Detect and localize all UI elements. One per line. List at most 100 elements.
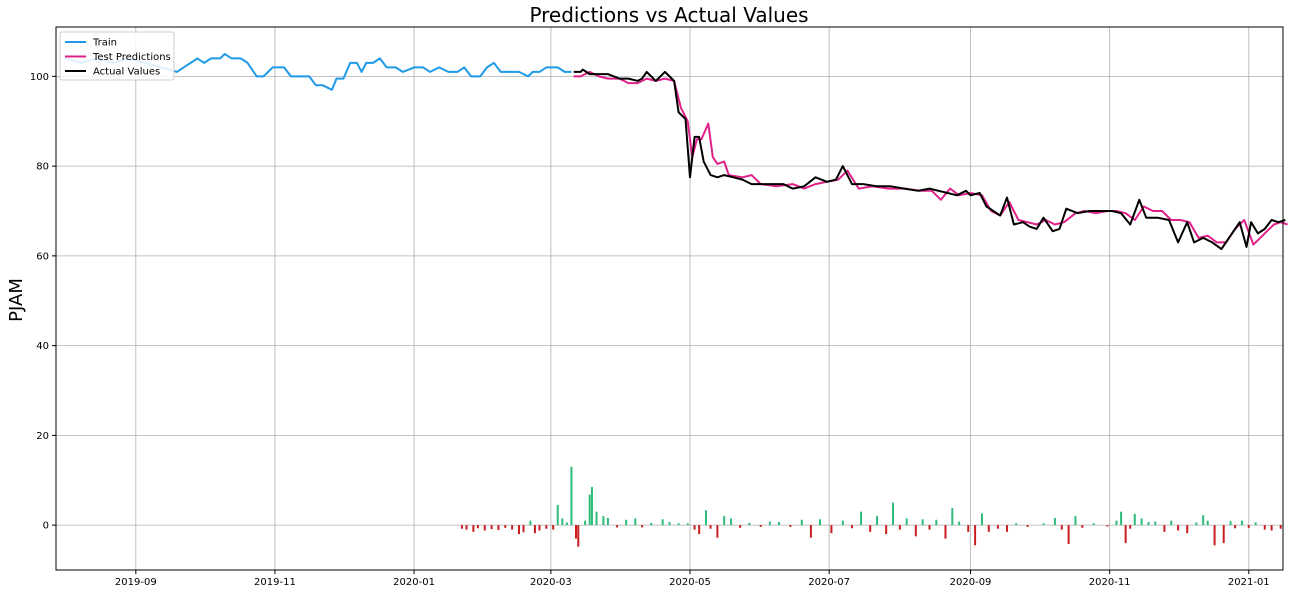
residual-bar	[1053, 517, 1056, 526]
plot-frame	[55, 26, 1284, 571]
residual-bar	[1124, 525, 1127, 544]
residual-bar	[1170, 520, 1173, 526]
residual-bar	[1240, 520, 1243, 526]
y-ticks: 0 20 40 60 80 100	[30, 72, 56, 532]
residual-bar	[590, 486, 593, 526]
x-ticks: 2019-09 2019-11 2020-01 2020-03 2020-05 2020-…	[115, 570, 1270, 588]
residual-bar	[606, 517, 609, 526]
residual-bar	[677, 523, 680, 526]
residual-bar	[739, 525, 742, 528]
residual-bar	[561, 518, 564, 526]
residual-bar	[1129, 525, 1132, 529]
residual-bar	[634, 518, 637, 526]
residual-bar	[545, 525, 548, 529]
residual-bar	[885, 525, 888, 535]
residual-bar	[1120, 511, 1123, 526]
residual-bar	[1270, 525, 1273, 531]
residual-bar	[789, 525, 792, 527]
residual-bar	[1060, 525, 1063, 530]
y-tick-label: 100	[30, 72, 49, 83]
residual-bar	[928, 525, 931, 530]
residual-bar	[552, 525, 555, 530]
residual-bar	[987, 525, 990, 532]
residual-bar	[1067, 525, 1070, 544]
residual-bar	[800, 519, 803, 526]
residual-bar	[577, 525, 580, 547]
x-tick-label: 2020-05	[669, 577, 711, 588]
residual-bar	[556, 504, 559, 526]
residual-bar	[538, 525, 541, 531]
residual-bar	[869, 525, 872, 532]
y-tick-label: 60	[36, 251, 49, 262]
residual-bar	[951, 508, 954, 526]
legend-box	[59, 31, 175, 81]
residual-bar	[1206, 520, 1209, 526]
residual-bar	[472, 525, 475, 532]
residual-bar	[876, 516, 879, 526]
residual-bar	[625, 519, 628, 526]
residual-bar	[490, 525, 493, 530]
chart-title: Predictions vs Actual Values	[529, 3, 808, 27]
residual-bar	[830, 525, 833, 534]
residual-bar	[650, 522, 653, 526]
residual-bar	[588, 494, 591, 526]
residual-bar	[693, 525, 696, 530]
residual-bar	[483, 525, 486, 531]
residual-bar	[668, 521, 671, 526]
residual-bar	[698, 525, 701, 535]
x-tick-label: 2020-11	[1089, 577, 1131, 588]
residual-bar	[1115, 520, 1118, 526]
x-tick-label: 2020-07	[808, 577, 850, 588]
residual-bar	[497, 525, 500, 531]
residual-bar	[686, 523, 689, 526]
residual-bar	[465, 525, 468, 530]
residual-bar	[1015, 523, 1018, 526]
residual-bar	[1092, 523, 1095, 526]
residual-bar	[1042, 523, 1045, 526]
x-tick-label: 2019-09	[115, 577, 157, 588]
residual-bar	[476, 525, 479, 529]
series-line-train	[64, 52, 572, 91]
residual-bar	[533, 525, 536, 534]
y-tick-label: 0	[43, 521, 49, 532]
residual-bar	[958, 521, 961, 526]
residual-bar	[565, 522, 568, 526]
residual-bar	[1163, 525, 1166, 532]
x-tick-label: 2020-01	[393, 577, 435, 588]
residual-bar	[841, 520, 844, 526]
residual-bar	[1229, 521, 1232, 526]
residual-bar	[996, 525, 999, 529]
residual-bar	[1026, 525, 1029, 527]
residual-bar	[574, 525, 577, 539]
residual-bar	[921, 519, 924, 526]
residual-bar	[748, 522, 751, 526]
residual-bar	[1074, 516, 1077, 526]
residual-bar	[661, 519, 664, 526]
residual-bar	[1222, 525, 1225, 544]
residual-bar	[730, 518, 733, 526]
legend-label: Actual Values	[93, 67, 160, 78]
residual-bar	[1234, 525, 1237, 529]
residual-bar	[1006, 525, 1009, 532]
residual-bar	[892, 502, 895, 526]
residual-bar	[602, 516, 605, 526]
residual-bar	[511, 525, 514, 530]
legend: Train Test Predictions Actual Values	[59, 31, 175, 81]
residual-bar	[819, 519, 822, 526]
residual-bar	[1140, 518, 1143, 526]
residual-bar	[570, 466, 573, 526]
x-tick-label: 2020-03	[530, 577, 572, 588]
residual-bar	[1133, 513, 1136, 526]
residual-bar	[522, 525, 525, 533]
residual-bar	[1186, 525, 1189, 534]
residual-bar	[529, 520, 532, 526]
residual-bars	[460, 466, 1282, 547]
residual-bar	[898, 525, 901, 530]
residual-bar	[704, 510, 707, 526]
y-tick-label: 80	[36, 162, 49, 173]
y-axis-label: PJAM	[6, 278, 27, 322]
legend-label: Train	[92, 38, 117, 49]
x-tick-label: 2019-11	[254, 577, 296, 588]
residual-bar	[1213, 525, 1216, 546]
